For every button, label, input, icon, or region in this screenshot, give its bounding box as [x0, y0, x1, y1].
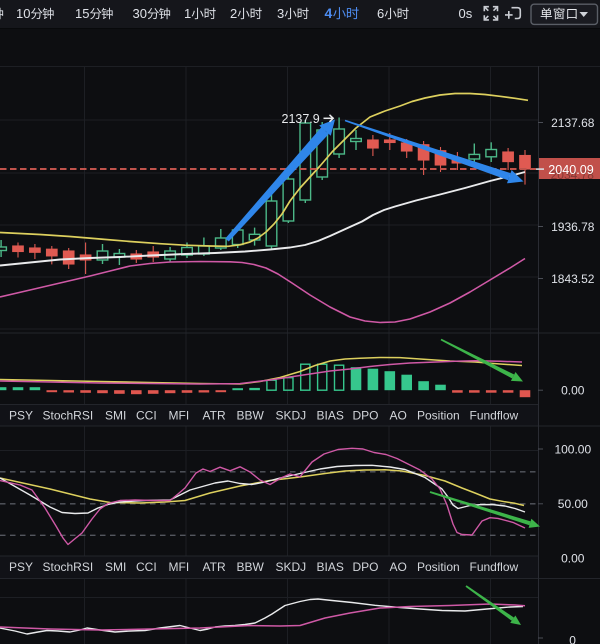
svg-text:AO: AO	[390, 409, 407, 423]
svg-text:CCI: CCI	[136, 560, 157, 574]
svg-text:0s: 0s	[459, 6, 473, 21]
svg-text:StochRSI: StochRSI	[43, 560, 94, 574]
svg-text:100.00: 100.00	[554, 442, 591, 456]
svg-text:6: 6	[377, 6, 384, 21]
svg-text:Fundflow: Fundflow	[470, 560, 519, 574]
svg-text:1936.78: 1936.78	[551, 220, 595, 234]
svg-text:2137.9: 2137.9	[282, 112, 320, 126]
svg-text:1: 1	[184, 6, 191, 21]
svg-text:CCI: CCI	[136, 409, 157, 423]
svg-text:Fundflow: Fundflow	[470, 409, 519, 423]
svg-text:AO: AO	[390, 560, 407, 574]
svg-text:MFI: MFI	[169, 409, 190, 423]
svg-text:MFI: MFI	[169, 560, 190, 574]
svg-text:2040.09: 2040.09	[548, 163, 594, 177]
svg-text:ATR: ATR	[203, 560, 226, 574]
svg-text:30: 30	[133, 6, 147, 21]
svg-text:2034.78: 2034.78	[551, 168, 595, 182]
svg-text:2137.68: 2137.68	[551, 116, 595, 130]
svg-text:BIAS: BIAS	[317, 560, 344, 574]
svg-text:SKDJ: SKDJ	[276, 560, 307, 574]
svg-text:PSY: PSY	[9, 560, 33, 574]
svg-text:10: 10	[16, 6, 30, 21]
svg-text:BBW: BBW	[237, 560, 265, 574]
svg-text:50.00: 50.00	[558, 497, 588, 511]
svg-text:SMI: SMI	[105, 409, 126, 423]
svg-text:15: 15	[75, 6, 89, 21]
svg-text:PSY: PSY	[9, 409, 33, 423]
svg-text:BIAS: BIAS	[317, 409, 344, 423]
svg-text:ATR: ATR	[203, 409, 226, 423]
svg-text:DPO: DPO	[353, 409, 379, 423]
svg-text:SMI: SMI	[105, 560, 126, 574]
svg-text:Position: Position	[417, 409, 460, 423]
svg-text:4: 4	[325, 5, 333, 21]
svg-text:2: 2	[230, 6, 237, 21]
svg-text:3: 3	[277, 6, 284, 21]
svg-text:0: 0	[569, 634, 576, 644]
svg-text:0.00: 0.00	[561, 552, 585, 566]
svg-text:BBW: BBW	[237, 409, 265, 423]
svg-text:DPO: DPO	[353, 560, 379, 574]
svg-text:0.00: 0.00	[561, 384, 585, 398]
svg-text:1843.52: 1843.52	[551, 272, 595, 286]
svg-text:StochRSI: StochRSI	[43, 409, 94, 423]
svg-text:SKDJ: SKDJ	[276, 409, 307, 423]
svg-text:Position: Position	[417, 560, 460, 574]
